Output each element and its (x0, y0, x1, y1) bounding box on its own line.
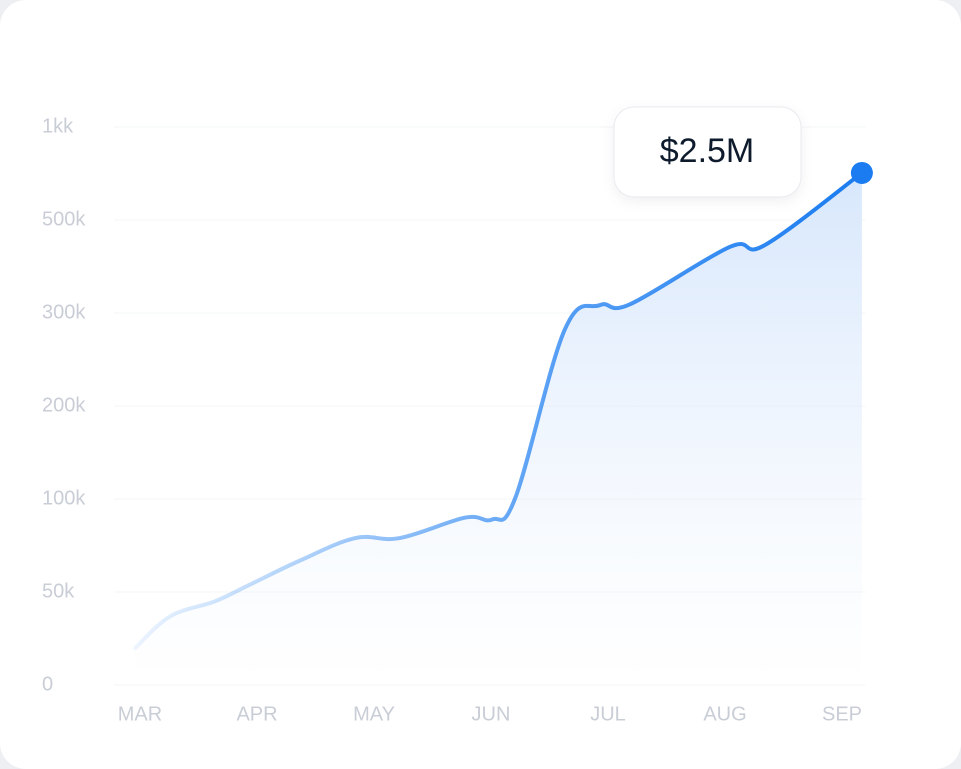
x-tick-label: SEP (822, 703, 862, 725)
tooltip-box (613, 106, 802, 198)
x-tick-label: APR (236, 703, 277, 725)
y-tick-label: 500k (42, 208, 86, 230)
x-tick-label: AUG (703, 703, 746, 725)
x-tick-label: MAY (353, 703, 395, 725)
area (135, 172, 862, 685)
y-tick-label: 50k (42, 580, 75, 602)
y-tick-label: 0 (42, 673, 53, 695)
y-tick-label: 100k (42, 487, 86, 509)
x-tick-label: MAR (118, 703, 162, 725)
y-tick-label: 1kk (42, 115, 74, 137)
y-tick-label: 300k (42, 301, 86, 323)
line (133, 170, 864, 650)
x-tick-label: JUN (472, 703, 511, 725)
y-tick-label: 200k (42, 394, 86, 416)
end-point (850, 161, 873, 184)
tooltip-value: $2.5M (660, 132, 755, 170)
x-tick-label: JUL (590, 703, 626, 725)
